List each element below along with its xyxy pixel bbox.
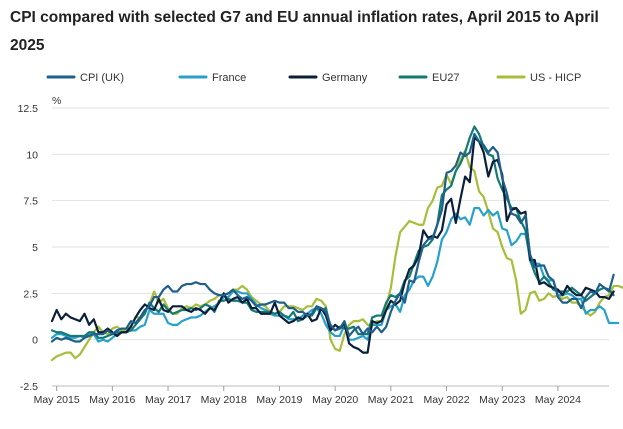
y-tick-label: 10 xyxy=(26,149,38,161)
x-tick-label: May 2017 xyxy=(145,394,191,406)
x-tick-label: May 2022 xyxy=(423,394,469,406)
legend-label: CPI (UK) xyxy=(80,72,124,84)
x-tick-label: May 2024 xyxy=(535,394,581,406)
y-tick-label: 12.5 xyxy=(18,103,39,115)
x-tick-label: May 2016 xyxy=(89,394,135,406)
legend-label: US - HICP xyxy=(530,72,581,84)
x-tick-label: May 2023 xyxy=(479,394,525,406)
y-tick-label: 0 xyxy=(32,335,38,347)
x-tick-label: May 2019 xyxy=(256,394,302,406)
legend-label: Germany xyxy=(322,72,368,84)
series-line-france xyxy=(50,206,620,343)
series-line-cpi-uk xyxy=(50,132,615,343)
y-tick-label: 5 xyxy=(32,242,38,254)
x-tick-label: May 2015 xyxy=(34,394,80,406)
chart-title: CPI compared with selected G7 and EU ann… xyxy=(10,9,599,54)
series-line-eu27 xyxy=(50,125,615,339)
y-tick-label: -2.5 xyxy=(20,381,38,393)
y-tick-label: 2.5 xyxy=(23,288,38,300)
y-axis-unit: % xyxy=(52,95,61,107)
x-tick-label: May 2020 xyxy=(312,394,358,406)
legend-label: France xyxy=(212,72,246,84)
x-tick-label: May 2021 xyxy=(368,394,414,406)
x-tick-label: May 2018 xyxy=(201,394,247,406)
y-tick-label: 7.5 xyxy=(23,196,38,208)
legend-label: EU27 xyxy=(432,72,460,84)
